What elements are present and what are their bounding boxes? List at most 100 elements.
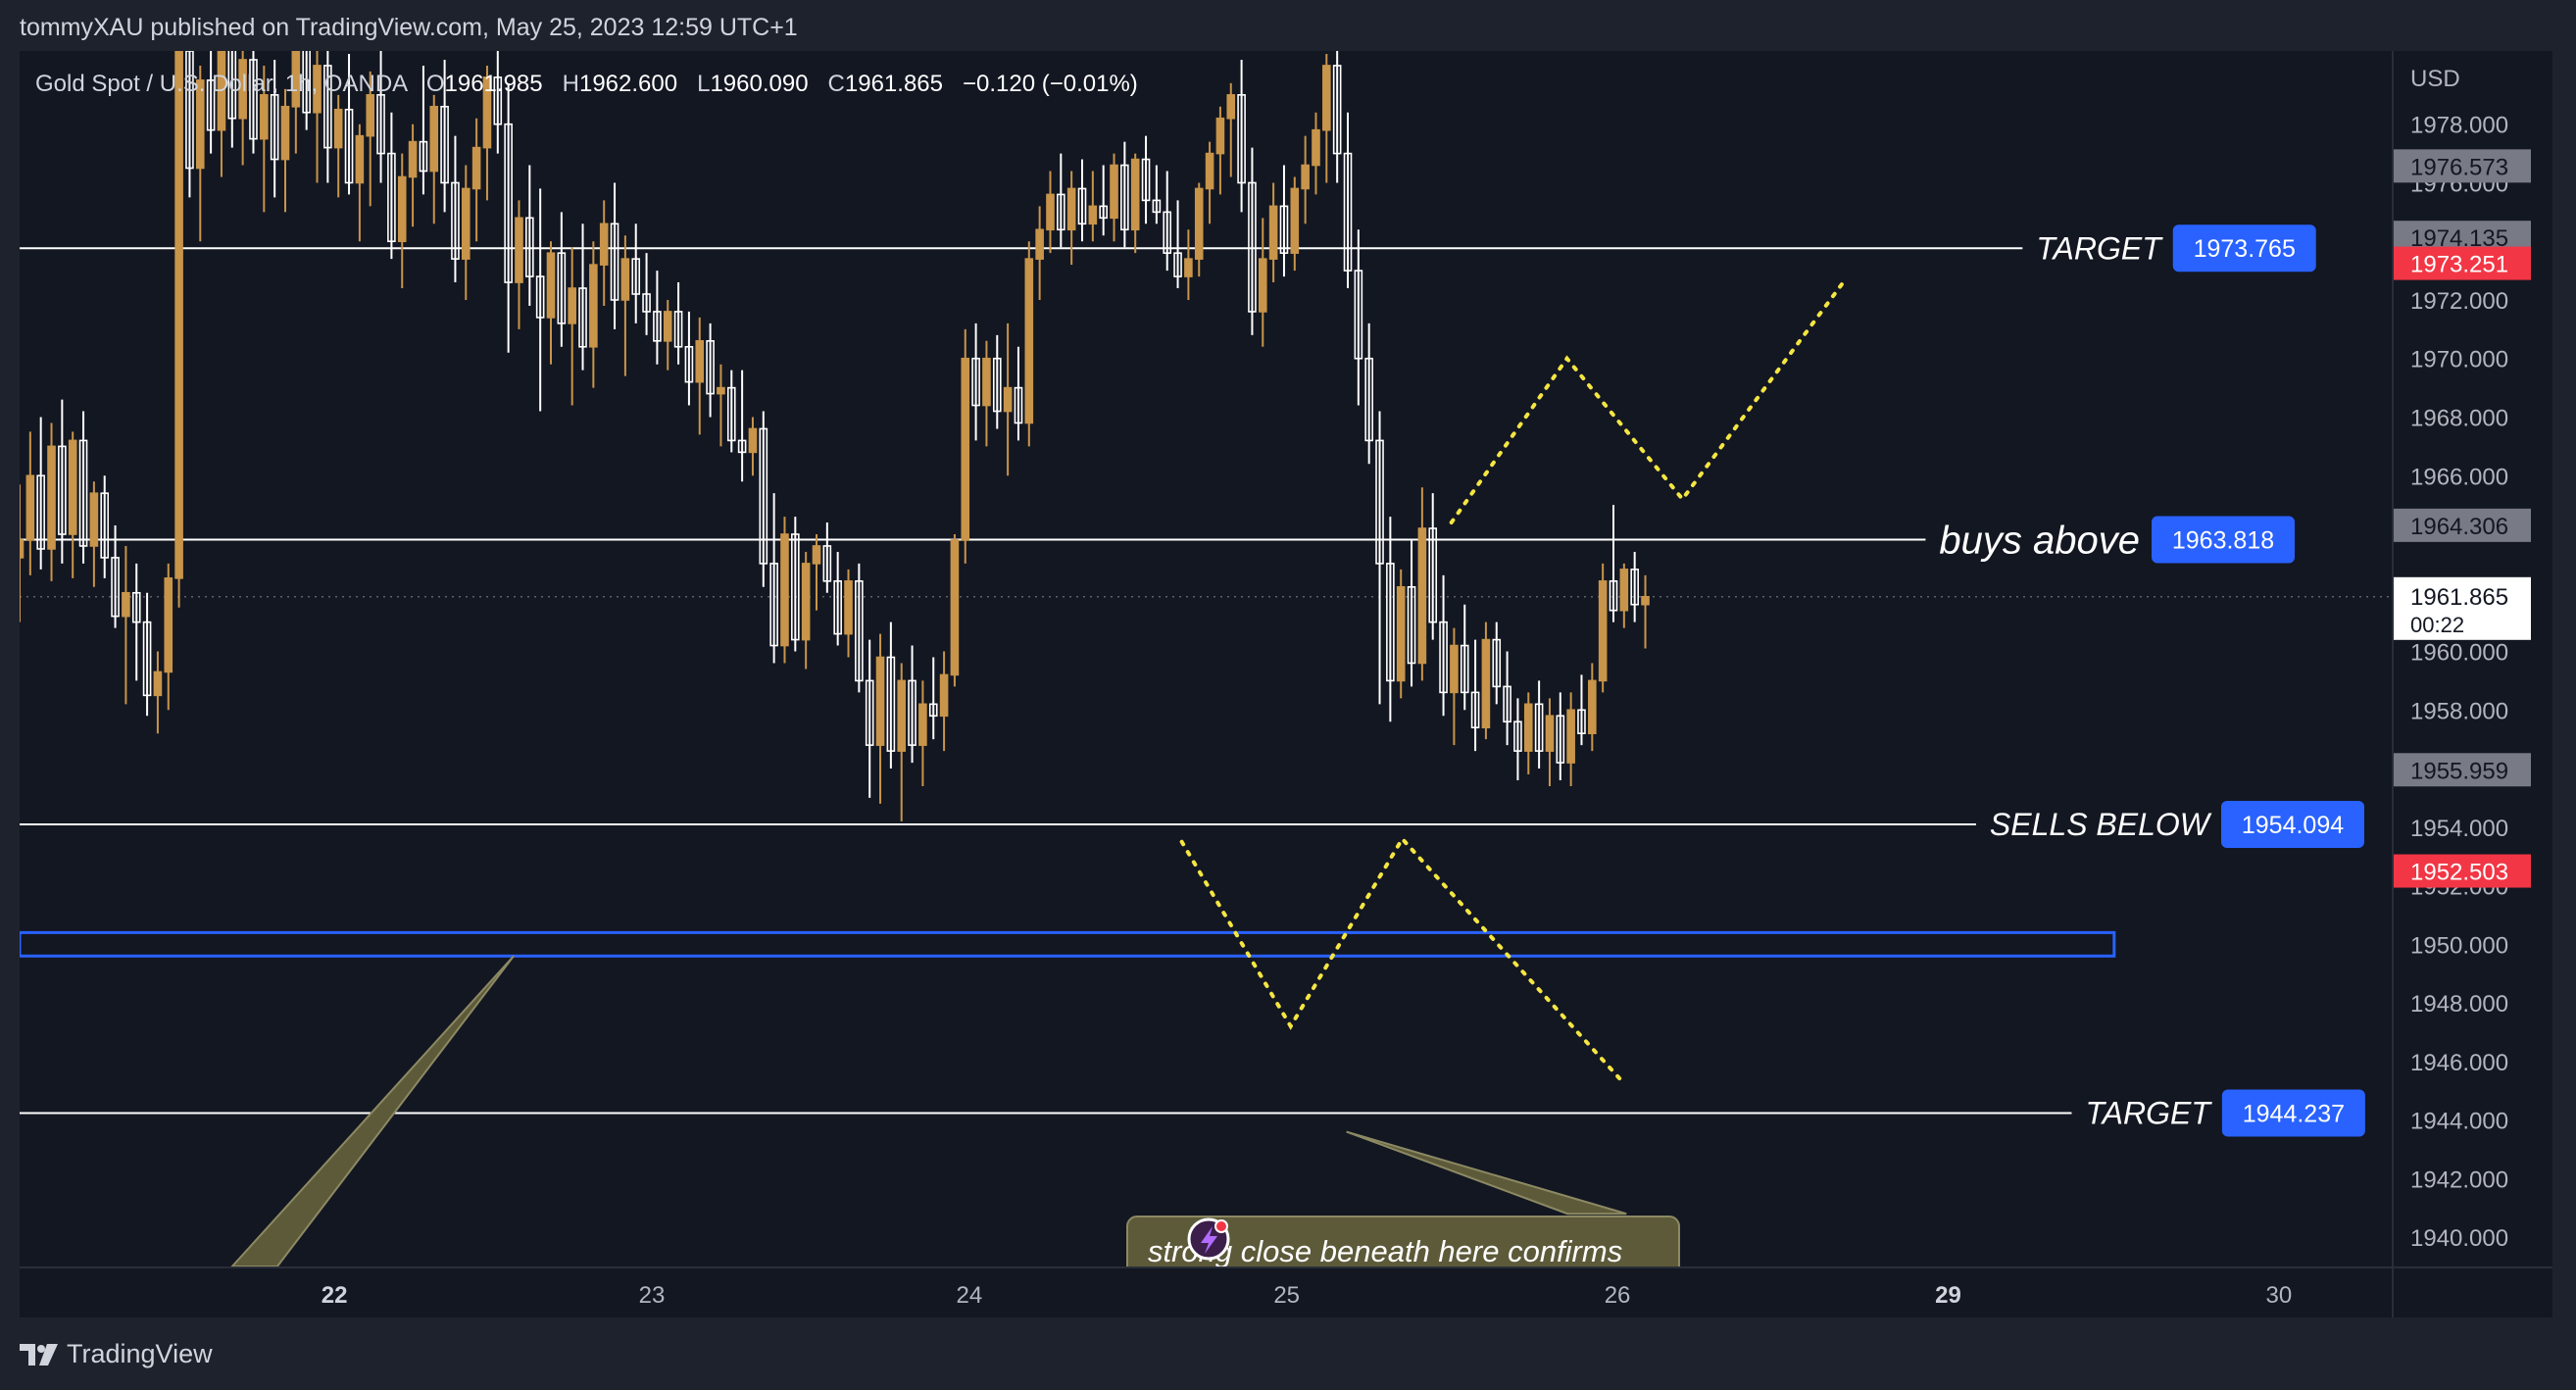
lightning-bolt (1201, 1226, 1217, 1254)
candle-body-17 (195, 79, 205, 170)
candle-body-143 (1534, 703, 1544, 752)
candle-body-19 (217, 51, 226, 131)
time-tick-3: 25 (1273, 1282, 1300, 1309)
candle-body-50 (546, 252, 556, 319)
tradingview-logo-icon (20, 1343, 58, 1365)
level-badge-1 (2152, 516, 2296, 564)
lightning-badge-dot (1214, 1219, 1228, 1233)
candle-body-67 (726, 386, 736, 442)
candle-body-135 (1450, 644, 1459, 694)
candle-body-18 (206, 79, 216, 131)
candle-body-139 (1492, 638, 1502, 688)
lightning-badge-icon (1187, 1217, 1230, 1261)
last-price-value: 1961.865 (2410, 584, 2508, 611)
price-tick-5: 1966.000 (2410, 464, 2508, 490)
candle-body-140 (1503, 685, 1511, 723)
legend-c-value: 1961.865 (845, 71, 963, 97)
legend-l-value: 1960.090 (710, 71, 827, 97)
price-tag-value-2: 1973.251 (2410, 252, 2508, 278)
candle-body-131 (1407, 585, 1416, 665)
candle-body-26 (291, 51, 301, 108)
candle-body-127 (1364, 357, 1373, 442)
plot-layer: strong close beneath here confirms (20, 51, 2392, 1266)
candle-body-133 (1428, 527, 1438, 623)
candle-body-28 (313, 65, 322, 114)
legend-c-label: C (828, 71, 845, 97)
candle-body-41 (451, 181, 460, 260)
candle-body-95 (1024, 258, 1034, 424)
price-tick-11: 1948.000 (2410, 991, 2508, 1018)
price-tick-7: 1958.000 (2410, 698, 2508, 724)
projection-up-path (1449, 280, 1846, 525)
candle-body-101 (1088, 205, 1098, 225)
candle-body-98 (1057, 193, 1065, 231)
price-tick-8: 1954.000 (2410, 816, 2508, 842)
candle-body-136 (1460, 644, 1469, 694)
candle-body-6 (78, 439, 88, 547)
price-tag-4 (2394, 753, 2531, 787)
candle-body-30 (333, 108, 343, 149)
candle-body-128 (1375, 439, 1384, 565)
candle-body-76 (822, 545, 832, 582)
legend-symbol: Gold Spot / U.S. Dollar, 1h, OANDA (35, 71, 426, 97)
projection-down-path (1179, 835, 1628, 1087)
price-tag-value-4: 1955.959 (2410, 758, 2508, 784)
candle-body-142 (1523, 703, 1533, 752)
price-tick-12: 1946.000 (2410, 1050, 2508, 1076)
candle-body-118 (1268, 205, 1278, 260)
candle-body-68 (737, 439, 747, 454)
candle-body-61 (663, 311, 672, 342)
candle-body-130 (1396, 585, 1406, 682)
price-tick-10: 1950.000 (2410, 932, 2508, 959)
time-tick-4: 26 (1605, 1282, 1631, 1309)
candle-body-148 (1588, 679, 1597, 734)
candle-body-115 (1237, 94, 1246, 184)
candle-body-57 (620, 258, 630, 301)
candle-body-0 (20, 539, 25, 559)
candle-body-42 (461, 187, 471, 260)
zone-box (20, 930, 2116, 958)
candle-body-35 (387, 152, 396, 243)
candle-body-22 (249, 59, 258, 140)
candle-body-36 (397, 175, 407, 243)
publisher-header: tommyXAU published on TradingView.com, M… (0, 0, 2576, 59)
candle-body-9 (111, 557, 120, 618)
candle-body-108 (1163, 211, 1172, 254)
candle-body-56 (610, 223, 619, 301)
candle-body-96 (1035, 228, 1044, 260)
candle-body-111 (1194, 187, 1204, 260)
price-tag-value-0: 1976.573 (2410, 154, 2508, 180)
price-tick-15: 1940.000 (2410, 1225, 2508, 1252)
candle-body-107 (1152, 199, 1162, 214)
candle-body-7 (89, 492, 99, 547)
candle-body-146 (1566, 709, 1575, 764)
candle-body-44 (482, 76, 492, 149)
candle-body-80 (865, 679, 874, 746)
price-tick-14: 1942.000 (2410, 1167, 2508, 1193)
price-tag-0 (2394, 149, 2531, 183)
publisher-line: tommyXAU published on TradingView.com, M… (20, 14, 798, 41)
candle-body-109 (1173, 252, 1182, 277)
candle-body-49 (535, 275, 545, 319)
candle-body-54 (589, 264, 598, 348)
time-tick-1: 23 (639, 1282, 666, 1309)
candle-body-152 (1630, 569, 1639, 606)
candle-body-31 (344, 108, 354, 184)
candle-body-83 (897, 679, 907, 752)
price-tag-value-3: 1964.306 (2410, 514, 2508, 540)
candle-body-47 (515, 217, 523, 283)
candle-body-33 (366, 94, 375, 137)
candle-body-151 (1619, 569, 1629, 612)
candle-body-147 (1577, 709, 1586, 734)
candle-body-145 (1556, 715, 1565, 764)
tradingview-brand[interactable]: TradingView (20, 1339, 213, 1369)
legend-l-label: L (697, 71, 710, 97)
candle-body-81 (875, 656, 885, 746)
candle-body-112 (1205, 152, 1214, 190)
candle-body-114 (1226, 94, 1236, 120)
candle-body-84 (908, 679, 916, 746)
time-axis-panel[interactable] (20, 1268, 2392, 1317)
candle-body-119 (1279, 205, 1289, 254)
time-tick-6: 30 (2266, 1282, 2293, 1309)
